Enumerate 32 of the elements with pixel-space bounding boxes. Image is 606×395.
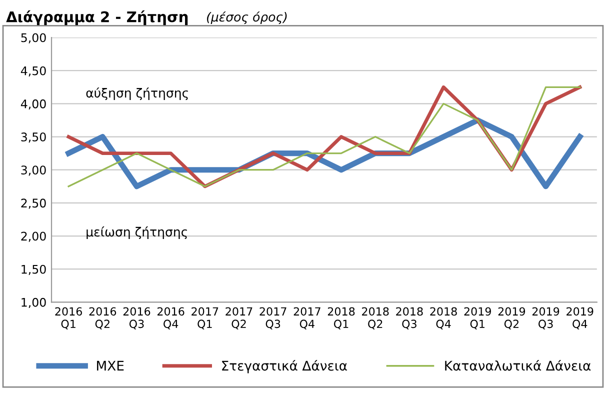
x-tick-label: 2018 Q1	[328, 307, 355, 330]
x-tick-label: 2016 Q4	[157, 307, 184, 330]
y-tick-label: 3,00	[21, 166, 46, 176]
x-tick-label: 2018 Q3	[396, 307, 423, 330]
x-tick-label: 2017 Q2	[226, 307, 252, 330]
x-tick-label: 2016 Q1	[55, 307, 82, 330]
chart-subtitle: (μέσος όρος)	[207, 11, 287, 24]
x-tick-label: 2016 Q3	[123, 307, 150, 330]
x-tick-label: 2017 Q1	[192, 307, 218, 330]
x-tick-label: 2019 Q2	[498, 307, 526, 330]
y-tick-label: 5,00	[21, 33, 46, 44]
y-tick-label: 2,00	[21, 232, 46, 242]
y-tick-label: 2,50	[21, 198, 46, 209]
y-tick-label: 1,00	[22, 298, 46, 308]
x-tick-label: 2018 Q4	[430, 307, 457, 330]
x-tick-label: 2016 Q2	[89, 307, 116, 330]
chart-title: Διάγραμμα 2 - Ζήτηση	[6, 10, 188, 26]
y-tick-label: 1,50	[22, 264, 46, 275]
x-tick-label: 2019 Q1	[464, 307, 491, 330]
legend-label: Στεγαστικά Δάνεια	[222, 360, 347, 374]
x-tick-label: 2017 Q3	[260, 307, 286, 330]
y-tick-label: 4,50	[20, 66, 46, 76]
x-tick-label: 2018 Q2	[362, 307, 389, 330]
legend-label: Καταναλωτικά Δάνεια	[445, 360, 591, 371]
x-tick-label: 2019 Q4	[566, 307, 594, 330]
x-tick-label: 2017 Q4	[294, 307, 320, 330]
y-tick-label: 4,00	[20, 99, 46, 110]
y-tick-label: 3,50	[21, 132, 46, 143]
legend-label: ΜΧΕ	[97, 360, 124, 371]
annotation: αύξηση ζήτησης	[86, 87, 188, 100]
annotation: μείωση ζήτησης	[86, 226, 187, 240]
x-tick-label: 2019 Q3	[532, 307, 560, 330]
